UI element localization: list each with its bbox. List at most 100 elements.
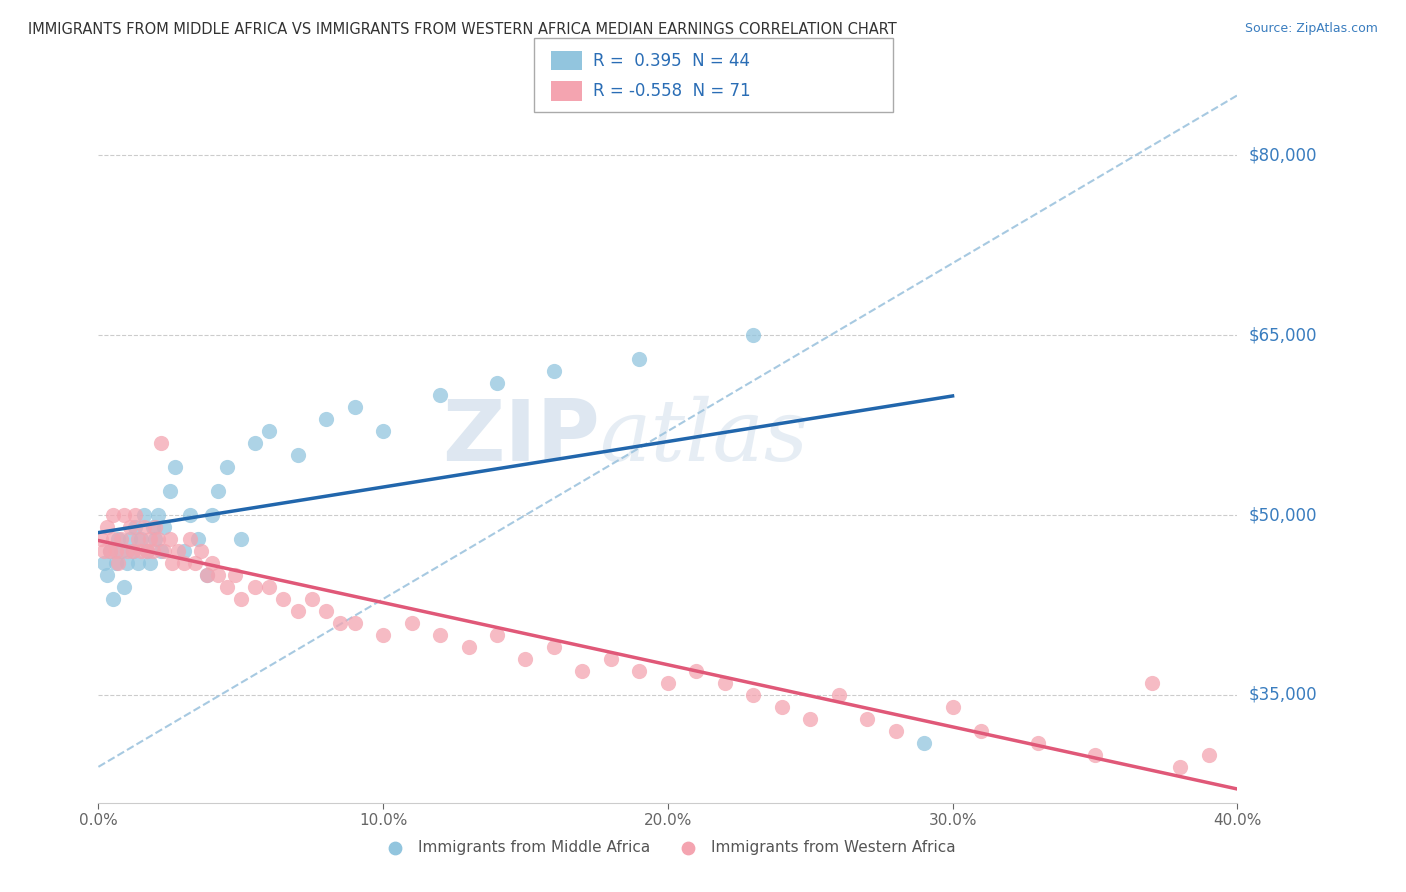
Point bbox=[600, 652, 623, 666]
Point bbox=[121, 544, 143, 558]
Text: atlas: atlas bbox=[599, 396, 808, 478]
Point bbox=[1198, 747, 1220, 762]
Point bbox=[315, 604, 337, 618]
Point bbox=[101, 508, 124, 522]
Point bbox=[628, 352, 651, 367]
Point bbox=[124, 520, 146, 534]
Point bbox=[486, 376, 509, 391]
Point bbox=[110, 544, 132, 558]
Point bbox=[138, 532, 160, 546]
Point bbox=[167, 544, 190, 558]
Point bbox=[162, 556, 184, 570]
Point bbox=[373, 628, 395, 642]
Point bbox=[93, 544, 115, 558]
Point bbox=[132, 508, 155, 522]
Text: $80,000: $80,000 bbox=[1249, 146, 1317, 164]
Point bbox=[343, 615, 366, 630]
Text: IMMIGRANTS FROM MIDDLE AFRICA VS IMMIGRANTS FROM WESTERN AFRICA MEDIAN EARNINGS : IMMIGRANTS FROM MIDDLE AFRICA VS IMMIGRA… bbox=[28, 22, 897, 37]
Point bbox=[118, 520, 141, 534]
Point bbox=[343, 400, 366, 414]
Point bbox=[543, 640, 565, 654]
Point bbox=[173, 544, 195, 558]
Point bbox=[628, 664, 651, 678]
Point bbox=[329, 615, 352, 630]
Point bbox=[112, 508, 135, 522]
Point bbox=[742, 688, 765, 702]
Point bbox=[145, 520, 167, 534]
Point bbox=[115, 544, 138, 558]
Legend: Immigrants from Middle Africa, Immigrants from Western Africa: Immigrants from Middle Africa, Immigrant… bbox=[374, 834, 962, 861]
Point bbox=[457, 640, 479, 654]
Point bbox=[138, 556, 160, 570]
Point bbox=[884, 723, 907, 738]
Point bbox=[742, 328, 765, 343]
Point bbox=[429, 388, 451, 402]
Text: $35,000: $35,000 bbox=[1249, 686, 1317, 704]
Point bbox=[150, 544, 173, 558]
Point bbox=[159, 483, 181, 498]
Text: Source: ZipAtlas.com: Source: ZipAtlas.com bbox=[1244, 22, 1378, 36]
Text: ZIP: ZIP bbox=[441, 395, 599, 479]
Point bbox=[287, 448, 309, 462]
Point bbox=[129, 532, 152, 546]
Point bbox=[104, 544, 127, 558]
Point bbox=[799, 712, 821, 726]
Point bbox=[243, 436, 266, 450]
Point bbox=[229, 591, 252, 606]
Point bbox=[96, 568, 118, 582]
Point bbox=[315, 412, 337, 426]
Point bbox=[115, 556, 138, 570]
Point bbox=[571, 664, 593, 678]
Point bbox=[187, 532, 209, 546]
Point bbox=[201, 556, 224, 570]
Point bbox=[110, 532, 132, 546]
Text: $50,000: $50,000 bbox=[1249, 506, 1317, 524]
Point bbox=[145, 532, 167, 546]
Text: R = -0.558  N = 71: R = -0.558 N = 71 bbox=[593, 82, 751, 100]
Point bbox=[685, 664, 707, 678]
Point bbox=[301, 591, 323, 606]
Point bbox=[515, 652, 537, 666]
Point bbox=[201, 508, 224, 522]
Point bbox=[148, 508, 170, 522]
Point bbox=[429, 628, 451, 642]
Point bbox=[98, 544, 121, 558]
Point bbox=[828, 688, 851, 702]
Point bbox=[259, 580, 281, 594]
Point bbox=[856, 712, 879, 726]
Point bbox=[135, 544, 157, 558]
Point bbox=[373, 424, 395, 438]
Point bbox=[90, 532, 112, 546]
Point bbox=[124, 508, 146, 522]
Point bbox=[229, 532, 252, 546]
Point bbox=[273, 591, 295, 606]
Point bbox=[127, 556, 149, 570]
Point bbox=[141, 544, 163, 558]
Point bbox=[104, 556, 127, 570]
Point bbox=[224, 568, 246, 582]
Point bbox=[129, 544, 152, 558]
Point bbox=[770, 699, 793, 714]
Point bbox=[1170, 760, 1192, 774]
Point bbox=[1084, 747, 1107, 762]
Point bbox=[190, 544, 212, 558]
Point bbox=[207, 483, 229, 498]
Point bbox=[243, 580, 266, 594]
Point bbox=[195, 568, 218, 582]
Point bbox=[970, 723, 993, 738]
Point bbox=[153, 520, 176, 534]
Point bbox=[101, 591, 124, 606]
Point bbox=[195, 568, 218, 582]
Point bbox=[179, 532, 201, 546]
Point bbox=[148, 532, 170, 546]
Text: R =  0.395  N = 44: R = 0.395 N = 44 bbox=[593, 52, 751, 70]
Point bbox=[121, 544, 143, 558]
Point bbox=[912, 736, 935, 750]
Point bbox=[207, 568, 229, 582]
Point bbox=[132, 520, 155, 534]
Point bbox=[107, 556, 129, 570]
Point bbox=[96, 520, 118, 534]
Point bbox=[486, 628, 509, 642]
Point bbox=[150, 436, 173, 450]
Point bbox=[159, 532, 181, 546]
